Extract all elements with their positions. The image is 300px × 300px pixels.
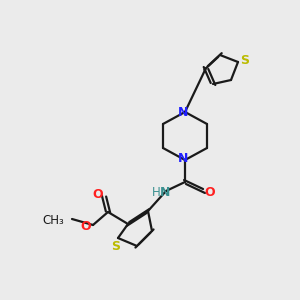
Text: O: O [81, 220, 91, 232]
Text: N: N [178, 106, 188, 119]
Text: N: N [178, 152, 188, 164]
Text: CH₃: CH₃ [42, 214, 64, 227]
Text: S: S [241, 55, 250, 68]
Text: O: O [205, 185, 215, 199]
Text: O: O [93, 188, 103, 202]
Text: S: S [112, 239, 121, 253]
Text: N: N [160, 185, 170, 199]
Text: H: H [152, 185, 160, 199]
